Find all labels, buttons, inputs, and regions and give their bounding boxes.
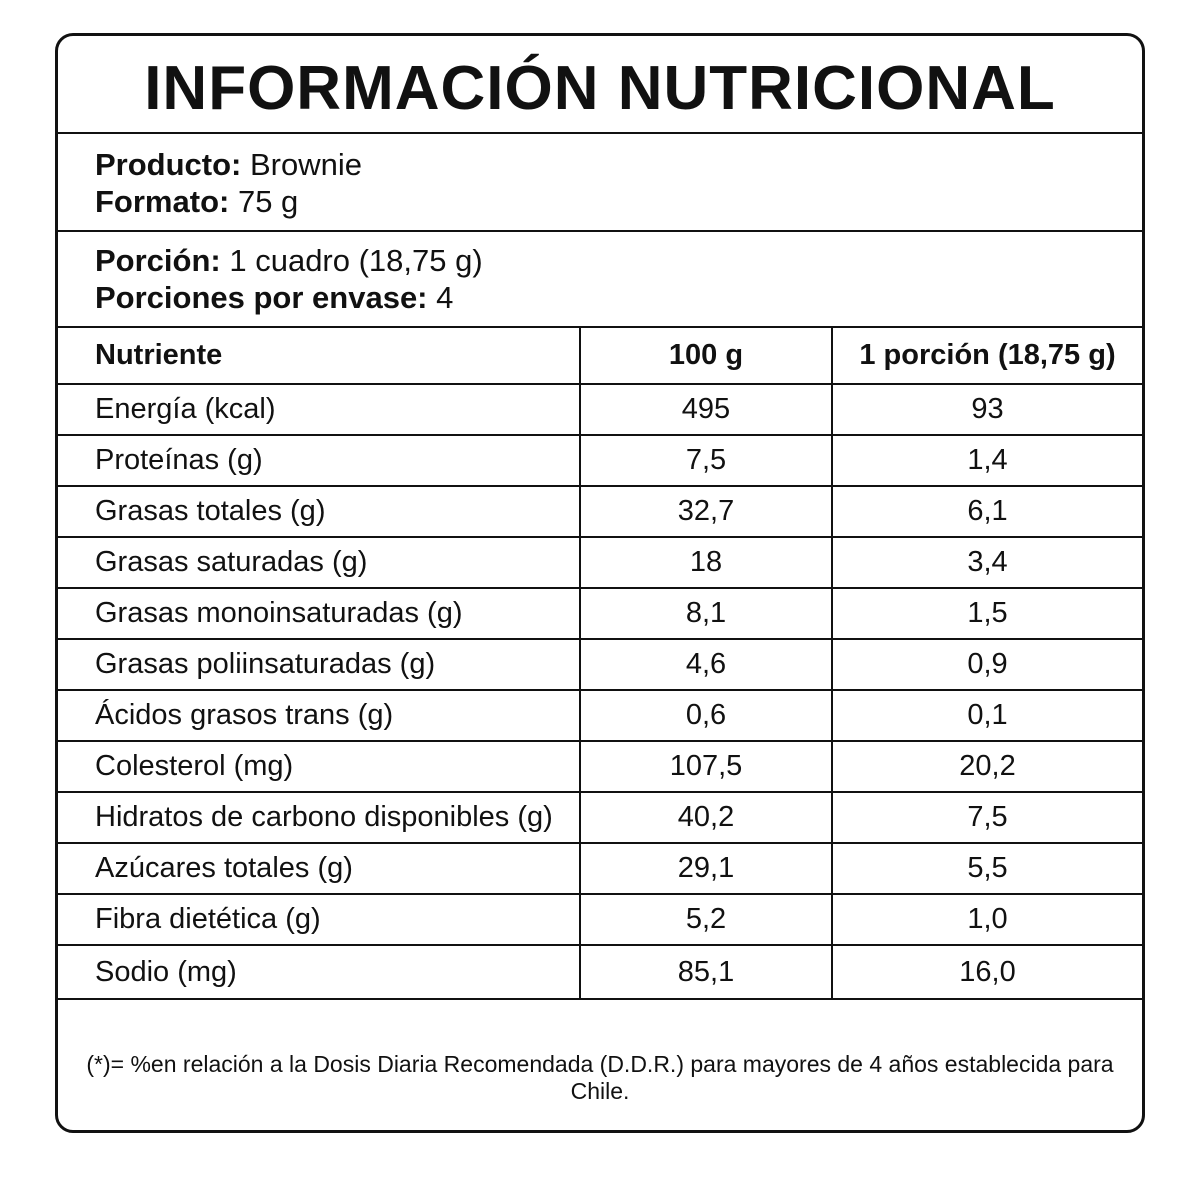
value-per-portion: 3,4 xyxy=(831,537,1142,589)
nutrient-name: Fibra dietética (g) xyxy=(58,894,580,946)
table-row: Azúcares totales (g) 29,1 5,5 xyxy=(58,843,1142,895)
portion-line: Porción: 1 cuadro (18,75 g) xyxy=(95,242,1142,279)
portion-value: 1 cuadro (18,75 g) xyxy=(229,243,483,278)
table-row: Energía (kcal) 495 93 xyxy=(58,384,1142,436)
value-per-100g: 18 xyxy=(579,537,832,589)
nutrient-name: Grasas monoinsaturadas (g) xyxy=(58,588,580,640)
product-info: Producto: Brownie Formato: 75 g xyxy=(58,134,1142,232)
portions-per-pack-value: 4 xyxy=(436,280,454,315)
value-per-100g: 0,6 xyxy=(579,690,832,742)
nutrient-name: Azúcares totales (g) xyxy=(58,843,580,895)
nutrient-name: Energía (kcal) xyxy=(58,384,580,436)
value-per-100g: 5,2 xyxy=(579,894,832,946)
format-value: 75 g xyxy=(237,184,299,219)
value-per-portion: 1,4 xyxy=(831,435,1142,487)
value-per-100g: 495 xyxy=(579,384,832,436)
product-label: Producto: xyxy=(95,147,242,182)
header-per-portion: 1 porción (18,75 g) xyxy=(831,328,1142,385)
value-per-100g: 107,5 xyxy=(579,741,832,793)
value-per-portion: 1,0 xyxy=(831,894,1142,946)
nutrition-label: INFORMACIÓN NUTRICIONAL Producto: Browni… xyxy=(55,33,1145,1133)
value-per-portion: 1,5 xyxy=(831,588,1142,640)
nutrient-name: Hidratos de carbono disponibles (g) xyxy=(58,792,580,844)
nutrient-name: Grasas totales (g) xyxy=(58,486,580,538)
table-row: Grasas poliinsaturadas (g) 4,6 0,9 xyxy=(58,639,1142,691)
value-per-portion: 6,1 xyxy=(831,486,1142,538)
value-per-100g: 85,1 xyxy=(579,945,832,1000)
nutrient-table: Nutriente 100 g 1 porción (18,75 g) Ener… xyxy=(58,328,1142,1000)
portions-per-pack-line: Porciones por envase: 4 xyxy=(95,279,1142,316)
format-line: Formato: 75 g xyxy=(95,183,1142,220)
value-per-portion: 5,5 xyxy=(831,843,1142,895)
value-per-portion: 20,2 xyxy=(831,741,1142,793)
table-row: Ácidos grasos trans (g) 0,6 0,1 xyxy=(58,690,1142,742)
table-row: Sodio (mg) 85,1 16,0 xyxy=(58,945,1142,1000)
table-header-row: Nutriente 100 g 1 porción (18,75 g) xyxy=(58,328,1142,385)
nutrient-name: Proteínas (g) xyxy=(58,435,580,487)
header-nutrient: Nutriente xyxy=(58,328,580,385)
value-per-portion: 7,5 xyxy=(831,792,1142,844)
table-row: Hidratos de carbono disponibles (g) 40,2 7… xyxy=(58,792,1142,844)
nutrient-name: Sodio (mg) xyxy=(58,945,580,1000)
value-per-100g: 29,1 xyxy=(579,843,832,895)
table-row: Colesterol (mg) 107,5 20,2 xyxy=(58,741,1142,793)
nutrient-name: Colesterol (mg) xyxy=(58,741,580,793)
nutrient-name: Grasas saturadas (g) xyxy=(58,537,580,589)
table-row: Grasas totales (g) 32,7 6,1 xyxy=(58,486,1142,538)
table-row: Proteínas (g) 7,5 1,4 xyxy=(58,435,1142,487)
product-value: Brownie xyxy=(250,147,362,182)
value-per-portion: 16,0 xyxy=(831,945,1142,1000)
value-per-portion: 93 xyxy=(831,384,1142,436)
portions-per-pack-label: Porciones por envase: xyxy=(95,280,428,315)
footnote: (*)= %en relación a la Dosis Diaria Reco… xyxy=(86,1051,1114,1104)
value-per-100g: 32,7 xyxy=(579,486,832,538)
value-per-portion: 0,9 xyxy=(831,639,1142,691)
portion-info: Porción: 1 cuadro (18,75 g) Porciones po… xyxy=(58,232,1142,328)
table-row: Grasas monoinsaturadas (g) 8,1 1,5 xyxy=(58,588,1142,640)
value-per-100g: 4,6 xyxy=(579,639,832,691)
header-per-100g: 100 g xyxy=(579,328,832,385)
value-per-100g: 7,5 xyxy=(579,435,832,487)
portion-label: Porción: xyxy=(95,243,221,278)
table-row: Fibra dietética (g) 5,2 1,0 xyxy=(58,894,1142,946)
value-per-100g: 8,1 xyxy=(579,588,832,640)
product-line: Producto: Brownie xyxy=(95,146,1142,183)
value-per-100g: 40,2 xyxy=(579,792,832,844)
label-title: INFORMACIÓN NUTRICIONAL xyxy=(58,36,1142,134)
format-label: Formato: xyxy=(95,184,230,219)
table-row: Grasas saturadas (g) 18 3,4 xyxy=(58,537,1142,589)
value-per-portion: 0,1 xyxy=(831,690,1142,742)
nutrient-name: Grasas poliinsaturadas (g) xyxy=(58,639,580,691)
nutrient-name: Ácidos grasos trans (g) xyxy=(58,690,580,742)
